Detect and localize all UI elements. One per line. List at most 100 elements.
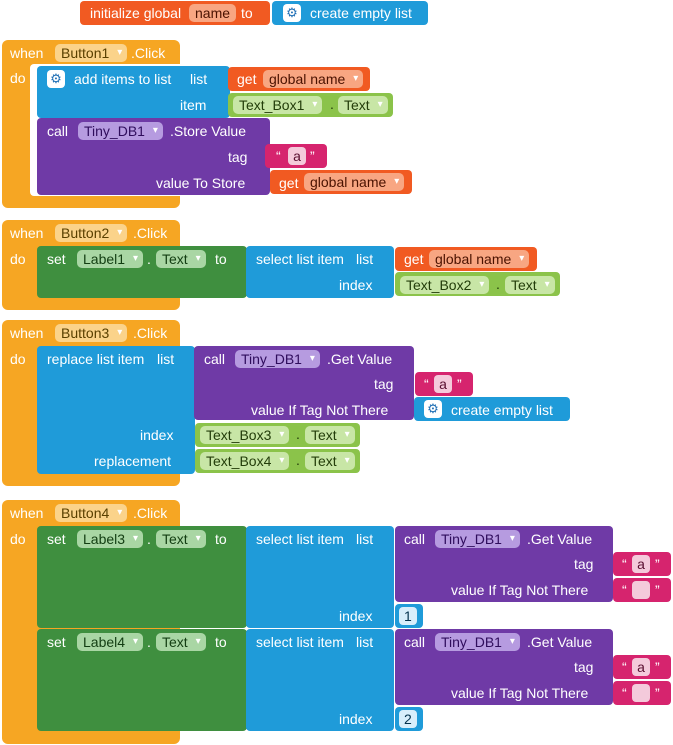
select-list-item-block[interactable] — [246, 629, 394, 731]
call-label: call — [204, 351, 226, 367]
call-label: call — [404, 634, 426, 650]
global-variable-name-field[interactable]: name — [189, 4, 237, 22]
gear-icon[interactable]: ⚙ — [47, 70, 65, 88]
open-quote: “ — [622, 685, 627, 701]
button-component-dropdown[interactable]: Button4 — [55, 504, 128, 522]
gear-icon[interactable]: ⚙ — [283, 4, 301, 22]
property-dropdown[interactable]: Text — [338, 96, 388, 114]
get-value-method-label: .Get Value — [327, 351, 393, 367]
gear-icon[interactable]: ⚙ — [424, 400, 442, 418]
button-component-dropdown[interactable]: Button2 — [55, 224, 128, 242]
get-value-method-label: .Get Value — [527, 634, 593, 650]
property-dropdown[interactable]: Text — [156, 250, 206, 268]
open-quote: “ — [622, 582, 627, 598]
close-quote: ” — [457, 376, 462, 392]
property-dropdown[interactable]: Text — [156, 530, 206, 548]
dot-label: . — [147, 634, 151, 650]
select-list-item-block[interactable] — [246, 526, 394, 628]
label-component-dropdown[interactable]: Label4 — [77, 633, 144, 651]
get-label: get — [279, 175, 299, 191]
set-to-label: to — [215, 531, 227, 547]
property-dropdown[interactable]: Text — [305, 452, 355, 470]
click-event-label: .Click — [133, 505, 168, 521]
button-component-dropdown[interactable]: Button3 — [55, 324, 128, 342]
when-label: when — [10, 45, 44, 61]
index-socket-label: index — [140, 427, 174, 443]
label-component-dropdown[interactable]: Label3 — [77, 530, 144, 548]
select-list-item-block[interactable] — [246, 246, 394, 298]
list-socket-label: list — [356, 251, 374, 267]
textbox-component-dropdown[interactable]: Text_Box4 — [200, 452, 290, 470]
tinydb-component-dropdown[interactable]: Tiny_DB1 — [235, 350, 320, 368]
property-dropdown[interactable]: Text — [305, 426, 355, 444]
string-value-field[interactable]: a — [288, 147, 306, 165]
replace-list-item-block[interactable] — [37, 346, 195, 474]
property-dropdown[interactable]: Text — [156, 633, 206, 651]
textbox-component-dropdown[interactable]: Text_Box3 — [200, 426, 290, 444]
call-label: call — [404, 531, 426, 547]
button-component-dropdown[interactable]: Button1 — [55, 44, 128, 62]
create-empty-list-label: create empty list — [310, 5, 412, 21]
property-dropdown[interactable]: Text — [505, 276, 555, 294]
get-label: get — [404, 251, 424, 267]
open-quote: “ — [424, 376, 429, 392]
textbox-component-dropdown[interactable]: Text_Box2 — [400, 276, 490, 294]
select-list-item-label: select list item — [256, 251, 344, 267]
tag-socket-label: tag — [574, 659, 594, 675]
replace-list-item-label: replace list item — [47, 351, 145, 367]
string-value-field[interactable]: a — [632, 555, 650, 573]
close-quote: ” — [310, 148, 315, 164]
string-value-field[interactable]: a — [434, 375, 452, 393]
close-quote: ” — [655, 659, 660, 675]
add-items-label: add items to list — [74, 71, 172, 87]
tag-socket-label: tag — [374, 376, 394, 392]
select-list-item-label: select list item — [256, 634, 344, 650]
index-socket-label: index — [339, 277, 373, 293]
set-label: set — [47, 634, 66, 650]
when-label: when — [10, 505, 44, 521]
open-quote: “ — [276, 148, 281, 164]
initialize-global-label: initialize global — [90, 5, 182, 21]
item-socket-label: item — [180, 97, 207, 113]
dot-label: . — [296, 452, 300, 468]
tinydb-component-dropdown[interactable]: Tiny_DB1 — [435, 530, 520, 548]
variable-dropdown[interactable]: global name — [263, 70, 364, 88]
tag-socket-label: tag — [574, 556, 594, 572]
string-value-field[interactable]: a — [632, 658, 650, 676]
store-value-method-label: .Store Value — [170, 123, 247, 139]
variable-dropdown[interactable]: global name — [429, 250, 530, 268]
set-label: set — [47, 531, 66, 547]
call-label: call — [47, 123, 69, 139]
initialize-to-label: to — [241, 5, 253, 21]
click-event-label: .Click — [131, 45, 166, 61]
close-quote: ” — [655, 556, 660, 572]
value-if-not-there-label: value If Tag Not There — [251, 402, 389, 418]
set-to-label: to — [215, 634, 227, 650]
open-quote: “ — [622, 556, 627, 572]
create-empty-list-label: create empty list — [451, 402, 553, 418]
variable-dropdown[interactable]: global name — [304, 173, 405, 191]
string-value-field[interactable] — [632, 581, 650, 599]
when-label: when — [10, 325, 44, 341]
tinydb-component-dropdown[interactable]: Tiny_DB1 — [78, 122, 163, 140]
get-value-method-label: .Get Value — [527, 531, 593, 547]
initialize-global-block[interactable] — [80, 1, 270, 25]
string-value-field[interactable] — [632, 684, 650, 702]
list-socket-label: list — [356, 531, 374, 547]
select-list-item-label: select list item — [256, 531, 344, 547]
list-socket-label: list — [157, 351, 175, 367]
add-items-to-list-block[interactable] — [37, 66, 230, 118]
value-if-not-there-label: value If Tag Not There — [451, 582, 589, 598]
number-value-field[interactable]: 1 — [399, 607, 417, 625]
textbox-component-dropdown[interactable]: Text_Box1 — [233, 96, 323, 114]
get-label: get — [237, 71, 257, 87]
list-socket-label: list — [356, 634, 374, 650]
tag-socket-label: tag — [228, 149, 248, 165]
close-quote: ” — [655, 685, 660, 701]
set-to-label: to — [215, 251, 227, 267]
number-value-field[interactable]: 2 — [399, 710, 417, 728]
do-label: do — [10, 251, 26, 267]
label-component-dropdown[interactable]: Label1 — [77, 250, 144, 268]
tinydb-component-dropdown[interactable]: Tiny_DB1 — [435, 633, 520, 651]
do-label: do — [10, 70, 26, 86]
